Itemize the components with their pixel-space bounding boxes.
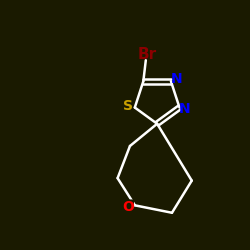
Text: O: O xyxy=(122,200,134,213)
Text: N: N xyxy=(170,72,182,86)
Text: Br: Br xyxy=(138,46,156,62)
Text: S: S xyxy=(123,99,133,113)
Text: N: N xyxy=(179,102,191,116)
